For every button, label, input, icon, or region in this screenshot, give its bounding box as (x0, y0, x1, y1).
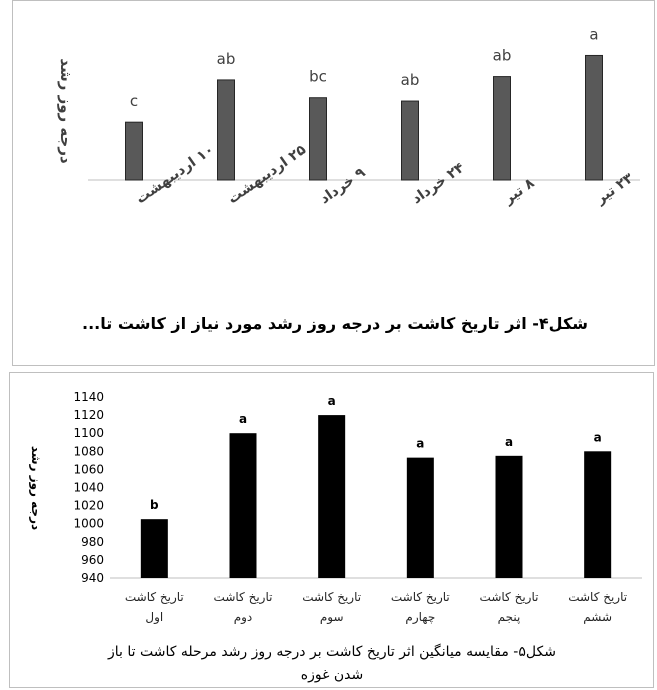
chart2-y-tick-label: 1080 (73, 444, 104, 458)
chart2-x-tick-label: پنجم (498, 610, 521, 624)
chart1-significance-label: ab (217, 50, 236, 68)
chart-panel-1: درجه روز رشد c ۱۰ اردیبهشت ab ۲۵ اردیبهشت bc… (12, 0, 655, 366)
growing-degree-days-chart-2: درجه روز رشد 940 960 980 1000 1020 1040 1060 10… (28, 390, 642, 683)
chart2-bar (229, 433, 257, 578)
chart1-bar (309, 97, 327, 181)
chart2-x-tick-label: سوم (320, 610, 344, 625)
chart2-significance-label: a (328, 394, 336, 408)
chart2-significance-label: a (239, 412, 247, 426)
chart2-x-tick-label: تاریخ کاشت (214, 590, 273, 605)
chart-panel-2: درجه روز رشد 940 960 980 1000 1020 1040 1060 10… (9, 372, 654, 688)
chart2-bar (495, 455, 523, 578)
chart2-significance-label: a (416, 437, 424, 451)
chart2-y-tick-label: 1000 (73, 517, 104, 531)
chart1-bar (493, 76, 511, 181)
chart2-x-tick-label: تاریخ کاشت (568, 590, 627, 605)
chart2-x-tick-label: تاریخ کاشت (125, 590, 184, 605)
chart1-x-tick-label: ۲۵ اردیبهشت (225, 142, 309, 208)
chart2-caption-line-1: شکل۵- مقایسه میانگین اثر تاریخ کاشت بر د… (107, 643, 556, 660)
chart2-significance-label: b (150, 498, 159, 512)
chart2-significance-label: a (505, 435, 513, 449)
chart2-y-tick-label: 980 (81, 535, 104, 549)
chart2-y-tick-label: 1040 (73, 481, 104, 495)
chart1-x-tick-label: ۱۰ اردیبهشت (133, 142, 217, 207)
chart1-significance-label: ab (401, 71, 420, 89)
chart1-significance-label: a (589, 25, 598, 43)
chart2-x-tick-label: تاریخ کاشت (391, 590, 450, 605)
chart1-y-axis-label: درجه روز رشد (57, 58, 75, 164)
chart2-caption-line-2: شدن غوزه (301, 667, 363, 683)
chart1-caption: شکل۴- اثر تاریخ کاشت بر درجه روز رشد مور… (82, 314, 588, 333)
chart2-y-axis-label: درجه روز رشد (28, 446, 43, 530)
chart2-y-tick-label: 1020 (73, 499, 104, 513)
chart2-y-tick-label: 960 (81, 553, 104, 567)
chart2-bar (406, 457, 434, 578)
chart1-significance-label: c (130, 92, 138, 110)
chart1-bar (217, 79, 235, 181)
chart2-bar (584, 451, 612, 578)
chart2-bar (140, 519, 168, 578)
chart2-bars: b تاریخ کاشت اول a تاریخ کاشت دوم a تاریخ کاشت س… (125, 394, 627, 625)
chart1-bar (401, 100, 419, 181)
chart2-x-tick-label: ششم (583, 610, 612, 624)
chart1-significance-label: ab (493, 47, 512, 65)
chart2-y-tick-label: 1100 (73, 426, 104, 440)
chart2-y-tick-label: 1140 (73, 390, 104, 404)
chart2-x-tick-label: تاریخ کاشت (302, 590, 361, 605)
chart1-bar (585, 54, 603, 181)
chart1-bar (125, 121, 143, 181)
chart2-y-tick-label: 940 (81, 571, 104, 585)
growing-degree-days-chart-1: درجه روز رشد c ۱۰ اردیبهشت ab ۲۵ اردیبهشت bc… (57, 25, 640, 333)
chart2-significance-label: a (594, 430, 602, 444)
chart2-bar (318, 415, 346, 578)
chart2-x-tick-label: چهارم (405, 610, 435, 625)
chart1-significance-label: bc (309, 68, 327, 86)
chart2-y-tick-label: 1120 (73, 408, 104, 422)
chart2-y-tick-label: 1060 (73, 462, 104, 476)
chart2-x-tick-label: دوم (234, 610, 253, 625)
chart2-x-tick-label: اول (145, 610, 163, 625)
chart2-x-tick-label: تاریخ کاشت (480, 590, 539, 605)
chart2-y-ticks: 940 960 980 1000 1020 1040 1060 1080 1100 1120 114… (73, 390, 104, 585)
